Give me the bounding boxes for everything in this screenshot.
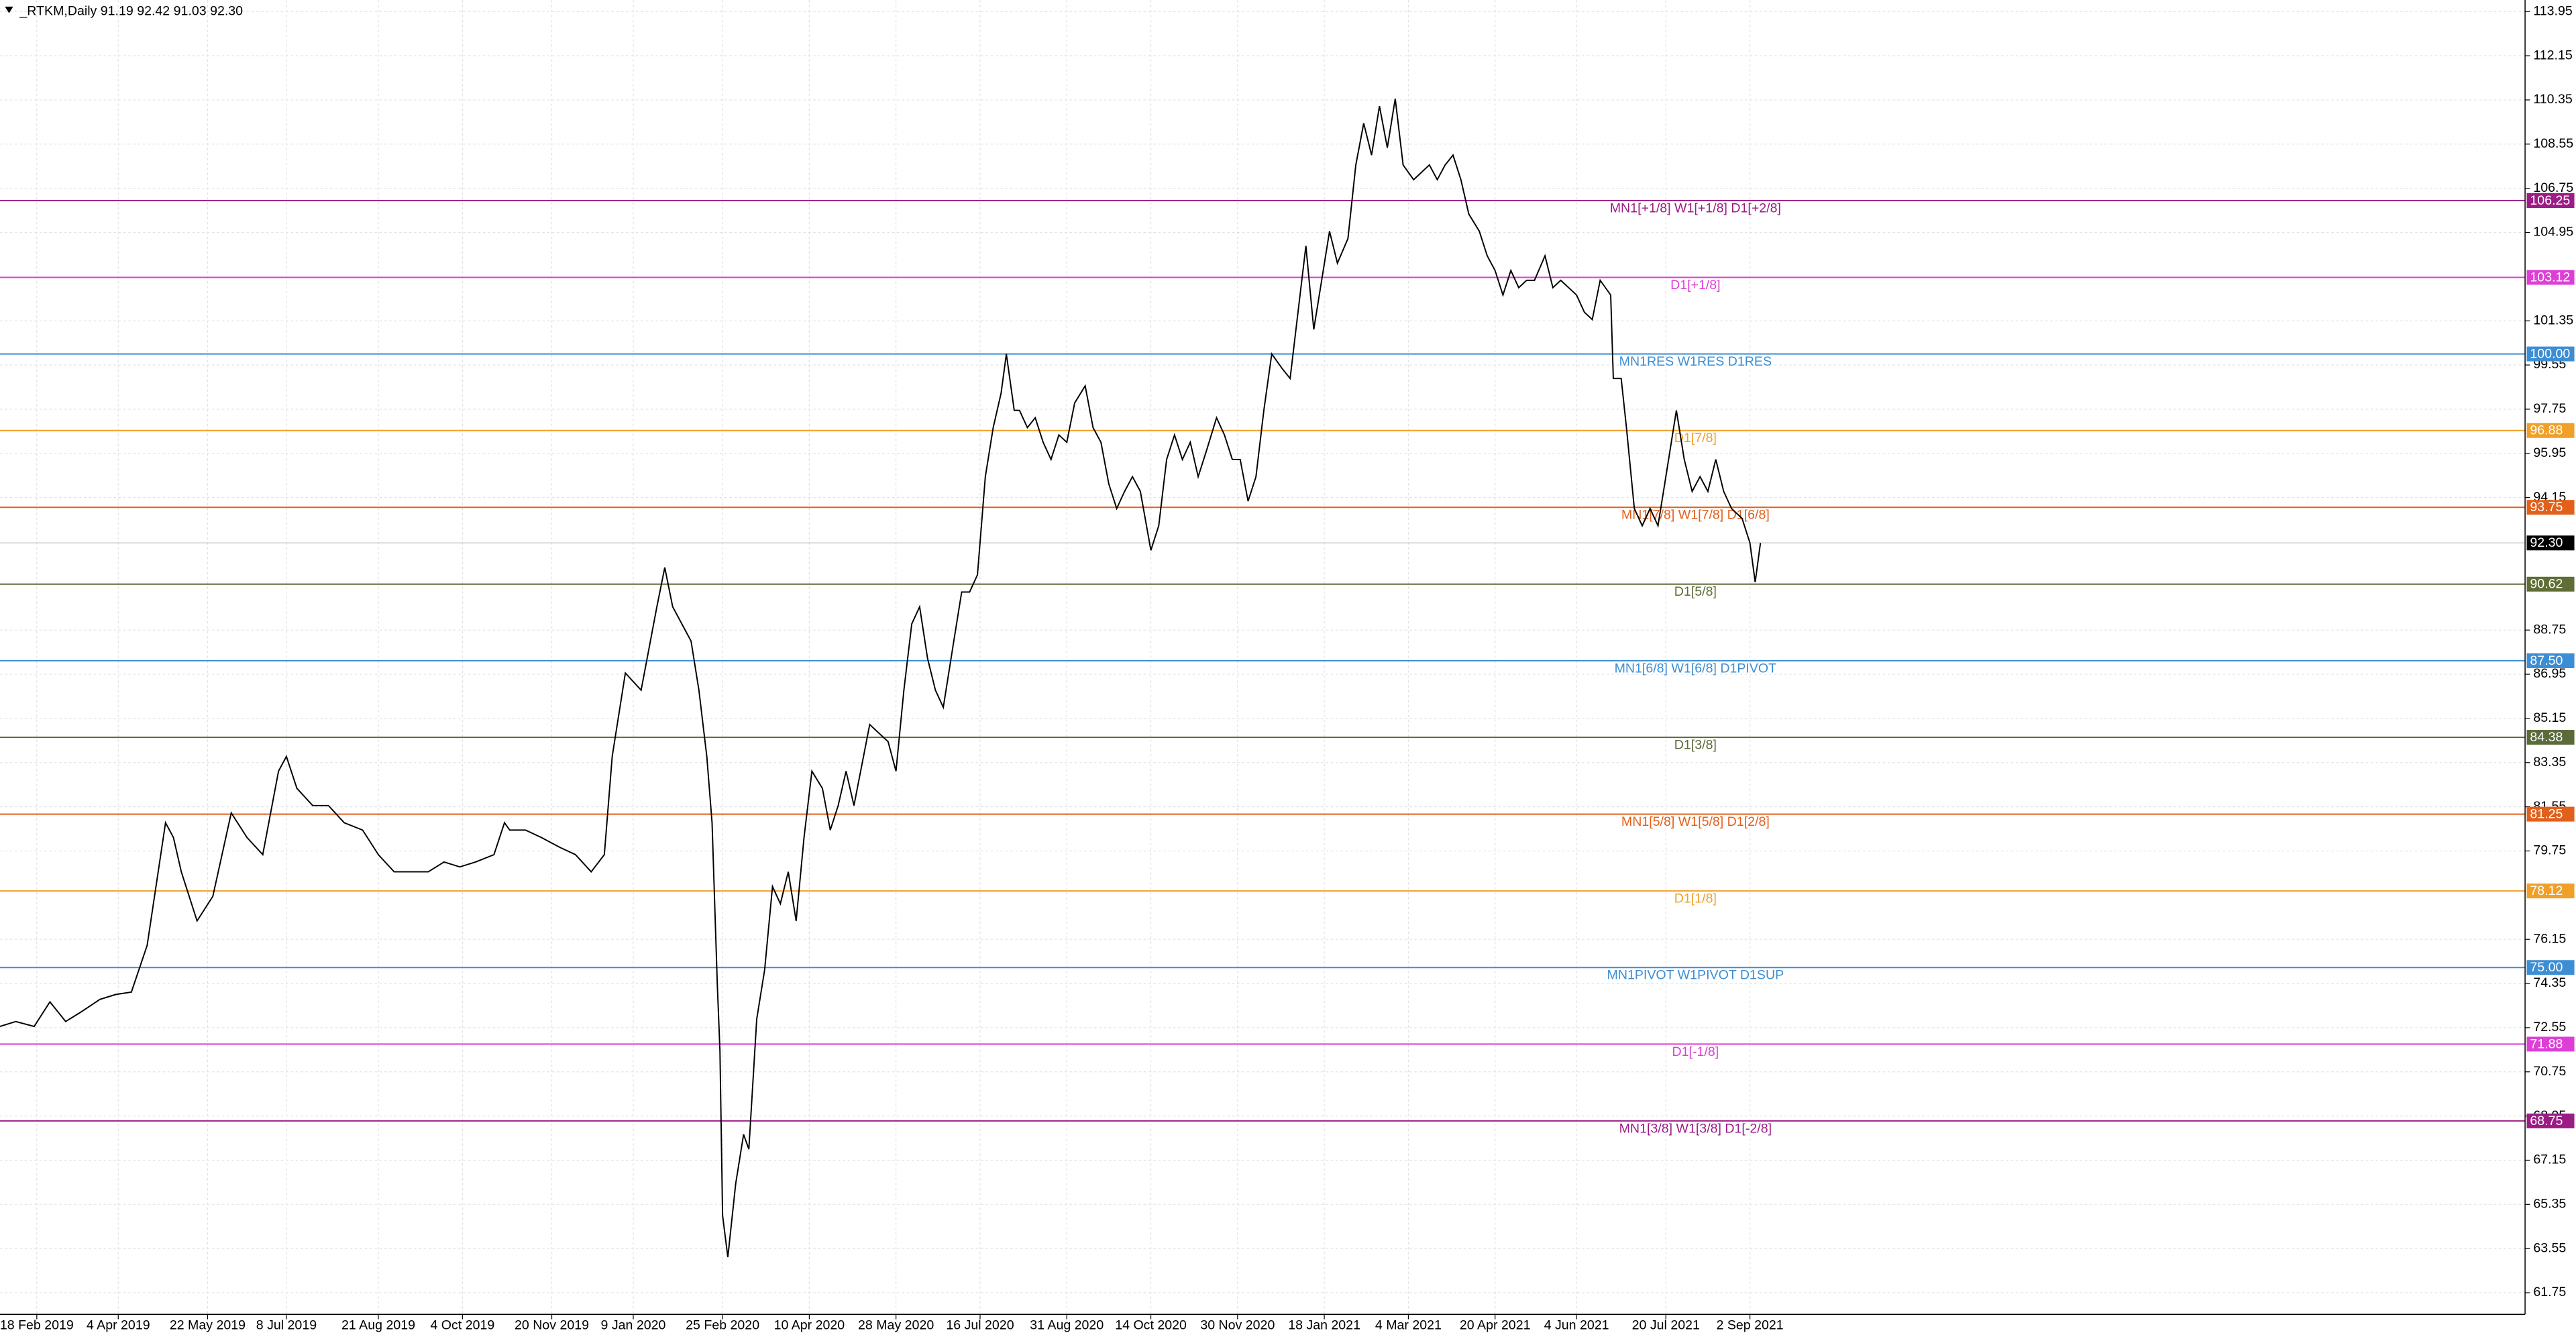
x-tick-label: 14 Oct 2020	[1115, 1318, 1187, 1333]
x-tick-label: 8 Jul 2019	[256, 1318, 317, 1333]
y-tick-label: 108.55	[2533, 136, 2573, 151]
price-tag	[2526, 576, 2575, 592]
x-tick-label: 31 Aug 2020	[1030, 1318, 1104, 1333]
price-tag	[2526, 270, 2575, 285]
x-tick-label: 4 Apr 2019	[87, 1318, 150, 1333]
price-tag	[2526, 653, 2575, 668]
x-tick-label: 16 Jul 2020	[946, 1318, 1014, 1333]
price-tag	[2526, 1113, 2575, 1128]
level-label: D1[3/8]	[1674, 738, 1717, 753]
price-tag-label: 103.12	[2530, 270, 2570, 284]
y-tick-label: 74.35	[2533, 975, 2566, 990]
level-label: MN1RES W1RES D1RES	[1619, 354, 1772, 369]
price-tag-label: 96.88	[2530, 423, 2563, 438]
y-tick-label: 106.75	[2533, 180, 2573, 195]
price-tag	[2526, 423, 2575, 438]
y-tick-label: 88.75	[2533, 622, 2566, 637]
price-tag-label: 93.75	[2530, 500, 2563, 515]
x-tick-label: 22 May 2019	[170, 1318, 246, 1333]
level-label: MN1[5/8] W1[5/8] D1[2/8]	[1621, 814, 1770, 829]
level-label: D1[7/8]	[1674, 431, 1717, 445]
x-tick-label: 20 Jul 2021	[1632, 1318, 1700, 1333]
y-tick-label: 101.35	[2533, 313, 2573, 327]
x-tick-label: 2 Sep 2021	[1717, 1318, 1784, 1333]
x-tick-label: 25 Feb 2020	[686, 1318, 759, 1333]
y-tick-label: 63.55	[2533, 1240, 2566, 1255]
level-label: MN1PIVOT W1PIVOT D1SUP	[1607, 968, 1784, 983]
level-label: MN1[6/8] W1[6/8] D1PIVOT	[1615, 661, 1777, 676]
y-tick-label: 95.95	[2533, 445, 2566, 460]
y-tick-label: 104.95	[2533, 225, 2573, 239]
price-tag	[2526, 500, 2575, 515]
y-tick-label: 61.75	[2533, 1285, 2566, 1299]
price-tag-label: 92.30	[2530, 535, 2563, 550]
y-tick-label: 70.75	[2533, 1064, 2566, 1079]
x-tick-label: 18 Jan 2021	[1288, 1318, 1360, 1333]
x-tick-label: 21 Aug 2019	[341, 1318, 415, 1333]
chart-title: _RTKM,Daily 91.19 92.42 91.03 92.30	[19, 3, 243, 18]
level-label: D1[1/8]	[1674, 892, 1717, 906]
price-tag	[2526, 883, 2575, 899]
level-label: D1[5/8]	[1674, 584, 1717, 599]
x-tick-label: 28 May 2020	[858, 1318, 934, 1333]
y-tick-label: 79.75	[2533, 843, 2566, 858]
y-tick-label: 112.15	[2533, 48, 2573, 62]
y-tick-label: 110.35	[2533, 92, 2573, 107]
x-tick-label: 4 Jun 2021	[1544, 1318, 1609, 1333]
x-tick-label: 18 Feb 2019	[0, 1318, 74, 1333]
price-line	[0, 98, 1762, 1258]
price-tag	[2526, 960, 2575, 975]
menu-arrow[interactable]	[5, 6, 13, 13]
y-tick-label: 85.15	[2533, 710, 2566, 725]
price-tag-label: 106.25	[2530, 193, 2570, 208]
y-tick-label: 83.35	[2533, 755, 2566, 769]
price-tag	[2526, 346, 2575, 362]
price-tag-label: 68.75	[2530, 1114, 2563, 1128]
x-tick-label: 4 Oct 2019	[430, 1318, 494, 1333]
price-tag	[2526, 806, 2575, 822]
y-tick-label: 72.55	[2533, 1020, 2566, 1034]
price-tag	[2526, 535, 2575, 551]
x-tick-label: 30 Nov 2020	[1200, 1318, 1275, 1333]
level-label: D1[-1/8]	[1672, 1045, 1719, 1059]
x-tick-label: 20 Apr 2021	[1460, 1318, 1531, 1333]
y-tick-label: 67.15	[2533, 1153, 2566, 1167]
price-tag-label: 90.62	[2530, 577, 2563, 592]
x-tick-label: 10 Apr 2020	[774, 1318, 845, 1333]
price-tag	[2526, 1036, 2575, 1052]
price-tag-label: 71.88	[2530, 1036, 2563, 1051]
x-tick-label: 20 Nov 2019	[515, 1318, 589, 1333]
y-tick-label: 76.15	[2533, 931, 2566, 946]
price-tag-label: 100.00	[2530, 347, 2570, 362]
level-label: MN1[7/8] W1[7/8] D1[6/8]	[1621, 508, 1770, 523]
y-tick-label: 97.75	[2533, 401, 2566, 416]
price-tag	[2526, 193, 2575, 208]
price-tag-label: 87.50	[2530, 653, 2563, 668]
y-tick-label: 65.35	[2533, 1196, 2566, 1211]
level-label: D1[+1/8]	[1670, 278, 1721, 292]
y-tick-label: 86.95	[2533, 666, 2566, 681]
price-tag-label: 84.38	[2530, 730, 2563, 745]
x-tick-label: 9 Jan 2020	[601, 1318, 666, 1333]
level-label: MN1[+1/8] W1[+1/8] D1[+2/8]	[1610, 201, 1781, 215]
price-tag	[2526, 730, 2575, 745]
price-tag-label: 78.12	[2530, 883, 2563, 898]
price-tag-label: 81.25	[2530, 807, 2563, 822]
y-tick-label: 113.95	[2533, 3, 2573, 18]
x-tick-label: 4 Mar 2021	[1375, 1318, 1442, 1333]
price-tag-label: 75.00	[2530, 960, 2563, 975]
level-label: MN1[3/8] W1[3/8] D1[-2/8]	[1619, 1121, 1772, 1136]
